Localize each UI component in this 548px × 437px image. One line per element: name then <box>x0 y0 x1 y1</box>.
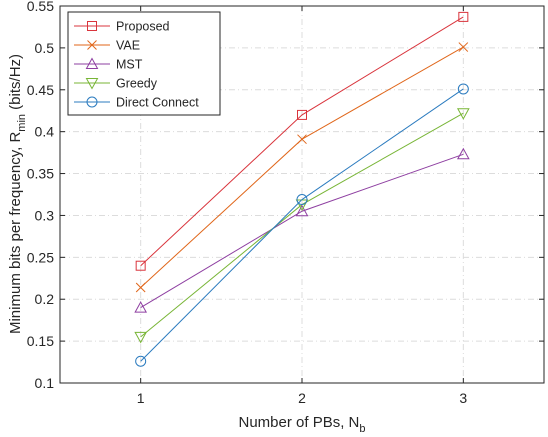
x-tick-label: 1 <box>137 390 145 406</box>
data-point-marker <box>134 331 148 344</box>
x-axis-label: Number of PBs, Nb <box>239 414 366 435</box>
series-vae <box>135 42 469 293</box>
legend-item: VAE <box>74 39 140 53</box>
legend-marker <box>85 57 99 69</box>
y-tick-label: 0.1 <box>35 375 55 391</box>
legend-label: MST <box>116 58 143 72</box>
series-line <box>140 16 464 267</box>
y-tick-label: 0.5 <box>35 40 55 56</box>
data-point-marker <box>457 83 469 95</box>
x-axis-label-main: Number of PBs, N <box>239 414 360 431</box>
y-tick-label: 0.35 <box>27 166 54 182</box>
y-tick-label: 0.15 <box>27 333 54 349</box>
legend-item: Proposed <box>74 20 170 34</box>
legend-label: Greedy <box>116 77 158 91</box>
series-proposed <box>135 11 469 271</box>
data-point-marker <box>456 147 470 160</box>
data-point-marker <box>458 11 469 22</box>
legend-marker <box>85 78 99 90</box>
y-tick-label: 0.45 <box>27 82 54 98</box>
data-point-marker <box>297 134 307 145</box>
data-point-marker <box>135 282 146 293</box>
series-mst <box>134 147 470 313</box>
x-tick-label: 3 <box>459 390 467 406</box>
legend-label: Direct Connect <box>116 96 199 110</box>
legend-marker <box>87 21 97 31</box>
data-point-marker <box>456 108 470 120</box>
series-direct-connect <box>135 83 469 367</box>
x-tick-label: 2 <box>298 390 306 406</box>
legend-item: MST <box>74 57 143 72</box>
data-point-marker <box>297 109 307 120</box>
data-point-marker <box>135 260 146 271</box>
y-axis-label-unit: (bits/Hz) <box>7 54 24 114</box>
y-axis-label-main: Minimum bits per frequency, R <box>7 132 24 334</box>
data-point-marker <box>295 204 309 217</box>
y-tick-label: 0.2 <box>35 291 55 307</box>
series-line <box>140 88 464 362</box>
legend-item: Direct Connect <box>74 96 199 110</box>
data-series <box>134 11 470 367</box>
x-axis-label-subscript: b <box>359 423 365 435</box>
y-axis-label-subscript: min <box>16 114 28 132</box>
legend-marker <box>87 40 97 50</box>
legend: Proposed VAE MST Greedy Direct Connect <box>67 11 221 116</box>
axis-ticks: 0.1 0.15 0.2 0.25 0.3 0.35 0.4 0.45 0.5 0.55 1 2 3 <box>27 0 544 406</box>
y-tick-label: 0.25 <box>27 249 54 265</box>
data-point-marker <box>135 355 147 367</box>
y-tick-label: 0.4 <box>35 124 55 140</box>
y-tick-label: 0.55 <box>27 0 54 14</box>
data-point-marker <box>134 301 148 313</box>
data-point-marker <box>458 42 469 52</box>
series-line <box>140 153 464 309</box>
legend-item: Greedy <box>74 77 158 91</box>
data-point-marker <box>296 194 308 206</box>
y-axis-label: Minimum bits per frequency, Rmin (bits/H… <box>7 54 28 334</box>
legend-label: Proposed <box>116 20 170 34</box>
y-tick-label: 0.3 <box>35 207 55 223</box>
legend-marker <box>86 96 98 108</box>
legend-label: VAE <box>116 39 140 53</box>
